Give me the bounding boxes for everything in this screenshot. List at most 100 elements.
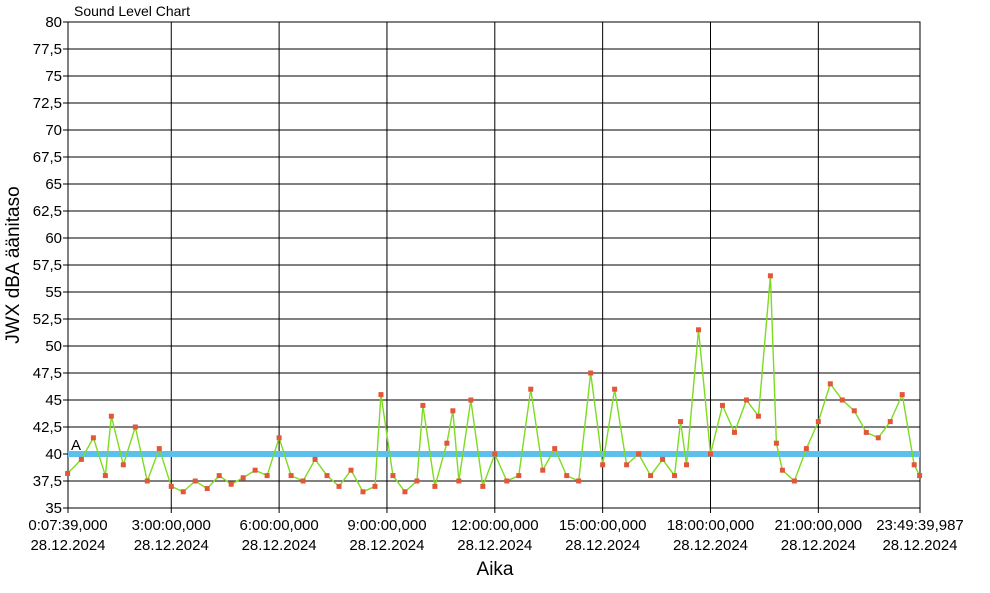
data-point: [276, 435, 282, 441]
data-point: [707, 451, 713, 457]
data-point: [402, 489, 408, 495]
threshold-label: A: [71, 437, 81, 454]
data-point: [78, 456, 84, 462]
data-point: [612, 386, 618, 392]
data-point: [887, 419, 893, 425]
x-tick-date: 28.12.2024: [30, 537, 105, 554]
data-point: [108, 413, 114, 419]
data-point: [672, 473, 678, 479]
data-point: [504, 478, 510, 484]
x-axis-title: Aika: [477, 559, 514, 580]
data-point: [192, 478, 198, 484]
x-tick-date: 28.12.2024: [565, 537, 640, 554]
x-tick-date: 28.12.2024: [242, 537, 317, 554]
data-point: [264, 473, 270, 479]
data-point: [755, 413, 761, 419]
data-point: [168, 483, 174, 489]
y-tick-label: 72,5: [33, 95, 62, 112]
y-tick-label: 57,5: [33, 257, 62, 274]
x-tick-time: 6:00:00,000: [239, 517, 318, 534]
data-point: [648, 473, 654, 479]
x-tick-time: 3:00:00,000: [132, 517, 211, 534]
x-tick-time: 12:00:00,000: [451, 517, 539, 534]
data-point: [875, 435, 881, 441]
data-point: [156, 446, 162, 452]
data-point: [540, 467, 546, 473]
data-point: [851, 408, 857, 414]
x-tick-date: 28.12.2024: [134, 537, 209, 554]
data-point: [468, 397, 474, 403]
y-tick-label: 62,5: [33, 203, 62, 220]
data-point: [300, 478, 306, 484]
data-point: [204, 486, 210, 492]
data-point: [773, 440, 779, 446]
data-point: [791, 478, 797, 484]
data-point: [444, 440, 450, 446]
y-tick-label: 42,5: [33, 419, 62, 436]
data-point: [588, 370, 594, 376]
data-point: [312, 456, 318, 462]
data-point: [240, 475, 246, 481]
data-point: [516, 473, 522, 479]
data-point: [144, 478, 150, 484]
x-tick-date: 28.12.2024: [457, 537, 532, 554]
data-point: [378, 392, 384, 398]
data-point: [420, 402, 426, 408]
x-tick-time: 9:00:00,000: [347, 517, 426, 534]
data-point: [863, 429, 869, 435]
x-tick-time: 15:00:00,000: [559, 517, 647, 534]
data-point: [348, 467, 354, 473]
data-point: [90, 435, 96, 441]
data-point: [636, 451, 642, 457]
data-point: [552, 446, 558, 452]
y-tick-label: 50: [45, 338, 62, 355]
data-point: [252, 467, 258, 473]
y-tick-label: 47,5: [33, 365, 62, 382]
data-point: [120, 462, 126, 468]
y-tick-label: 52,5: [33, 311, 62, 328]
axis-layer: 35 37,5 40 42,5 45 47,5 50 52,5 55 57,5 60 62,5 65 67…: [28, 14, 963, 554]
data-point: [324, 473, 330, 479]
data-point: [450, 408, 456, 414]
data-point: [65, 470, 71, 476]
data-point: [684, 462, 690, 468]
y-tick-label: 67,5: [33, 149, 62, 166]
data-point: [228, 481, 234, 487]
data-point: [917, 473, 923, 479]
data-point: [803, 446, 809, 452]
y-tick-label: 55: [45, 284, 62, 301]
data-point: [767, 273, 773, 279]
data-point: [815, 419, 821, 425]
y-tick-label: 80: [45, 14, 62, 31]
data-point: [899, 392, 905, 398]
data-point: [678, 419, 684, 425]
series-layer: [65, 273, 923, 495]
data-point: [660, 456, 666, 462]
x-tick-time: 0:07:39,000: [28, 517, 107, 534]
data-point: [102, 473, 108, 479]
data-point: [390, 473, 396, 479]
data-point: [743, 397, 749, 403]
x-tick-time: 21:00:00,000: [775, 517, 863, 534]
y-tick-label: 40: [45, 446, 62, 463]
y-axis-title: JWX dBA äänitaso: [3, 186, 24, 343]
x-tick-time: 18:00:00,000: [667, 517, 755, 534]
threshold-layer: A: [68, 437, 920, 457]
data-point: [731, 429, 737, 435]
y-tick-label: 60: [45, 230, 62, 247]
grid-layer: [67, 21, 921, 509]
y-tick-label: 65: [45, 176, 62, 193]
data-point: [372, 483, 378, 489]
series-line: [67, 275, 921, 493]
data-point: [719, 402, 725, 408]
data-point: [779, 467, 785, 473]
data-point: [414, 478, 420, 484]
data-point: [600, 462, 606, 468]
data-point: [839, 397, 845, 403]
data-point: [480, 483, 486, 489]
data-point: [696, 327, 702, 333]
data-point: [564, 473, 570, 479]
data-point: [492, 451, 498, 457]
x-tick-date: 28.12.2024: [882, 537, 957, 554]
